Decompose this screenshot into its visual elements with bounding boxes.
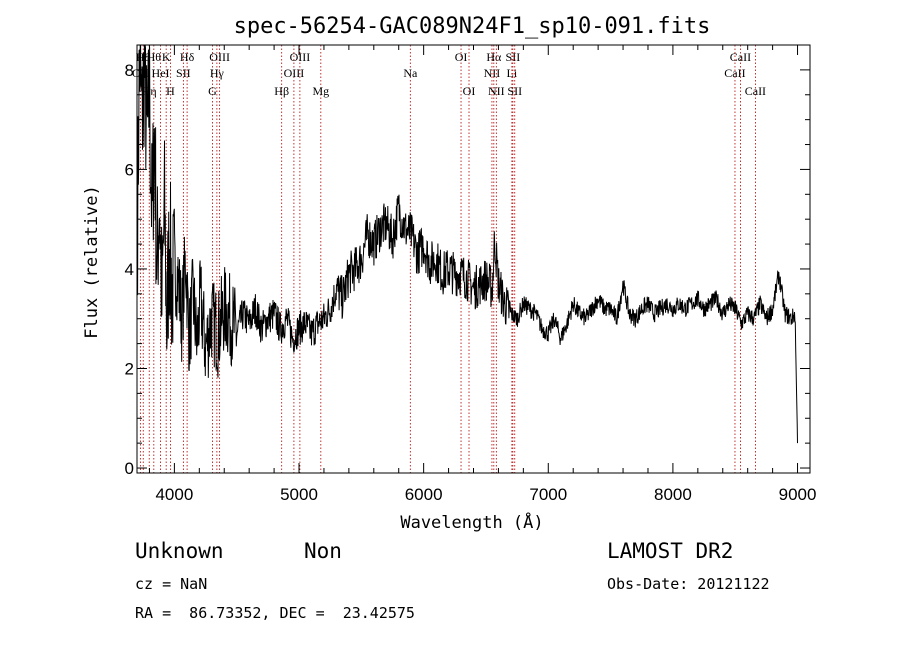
observation-date: Obs-Date: 20121122 (607, 575, 770, 593)
x-tick-label: 5000 (280, 485, 318, 504)
line-label-9: G (208, 84, 217, 98)
y-tick-label: 6 (125, 160, 134, 179)
chart-title: spec-56254-GAC089N24F1_sp10-091.fits (234, 14, 711, 39)
x-tick-label: 4000 (155, 485, 193, 504)
line-label-24: SII (507, 84, 522, 98)
line-label-20: Hα (486, 50, 502, 64)
spectrum-series (137, 44, 798, 444)
line-label-7: SII (176, 66, 191, 80)
line-label-8: Hδ (180, 50, 195, 64)
coordinates-readout: RA = 86.73352, DEC = 23.42575 (135, 604, 415, 622)
spectral-line-markers: OIIH8HηHθHeIKHSIIHδGHγOIIIHβOIIIOIIIMgNa… (132, 45, 766, 473)
x-tick-label: 9000 (779, 485, 817, 504)
line-label-6: H (166, 84, 175, 98)
line-label-25: CaII (724, 66, 745, 80)
line-label-19: NII (484, 66, 501, 80)
line-label-26: CaII (730, 50, 751, 64)
x-tick-label: 8000 (654, 485, 692, 504)
redshift-readout: cz = NaN (135, 575, 208, 593)
object-subclass: Non (304, 539, 342, 563)
line-label-27: CaII (745, 84, 766, 98)
plot-frame (136, 44, 811, 474)
line-label-3: Hθ (147, 50, 162, 64)
y-axis-label: Flux (relative) (82, 185, 102, 339)
survey-name: LAMOST DR2 (607, 539, 734, 563)
line-label-5: K (162, 50, 171, 64)
line-label-21: NII (488, 84, 505, 98)
line-label-4: HeI (152, 66, 170, 80)
line-label-18: OI (463, 84, 476, 98)
y-tick-label: 2 (125, 359, 134, 378)
line-label-10: Hγ (210, 66, 225, 80)
y-tick-label: 4 (125, 260, 134, 279)
line-label-22: Li (507, 66, 518, 80)
line-label-16: Na (403, 66, 418, 80)
y-tick-label: 0 (125, 459, 134, 478)
line-label-23: SII (506, 50, 521, 64)
line-label-17: OI (455, 50, 468, 64)
y-tick-label: 8 (125, 61, 134, 80)
line-label-15: Mg (312, 84, 329, 98)
line-label-12: Hβ (274, 84, 289, 98)
x-axis-label: Wavelength (Å) (400, 511, 543, 533)
x-tick-label: 6000 (405, 485, 443, 504)
spectrum-line (137, 44, 798, 444)
x-tick-label: 7000 (529, 485, 567, 504)
line-label-11: OIII (209, 50, 230, 64)
line-label-13: OIII (284, 66, 305, 80)
line-label-14: OIII (290, 50, 311, 64)
axis-ticks: 4000 5000 6000 7000 8000 9000 0 2 4 6 8 (125, 45, 817, 504)
object-class: Unknown (135, 539, 224, 563)
